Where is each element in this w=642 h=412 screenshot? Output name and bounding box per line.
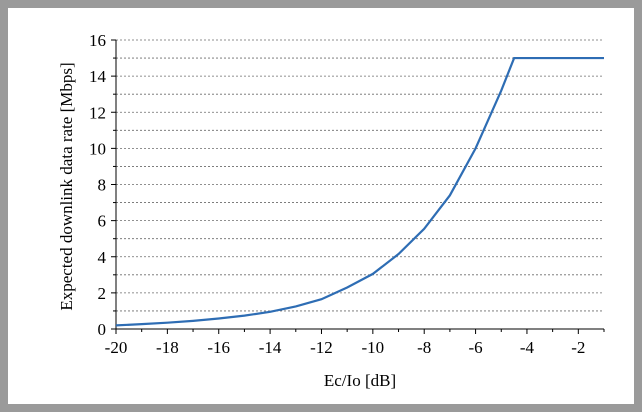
- x-tick-label: -20: [105, 338, 128, 357]
- x-tick-label: -12: [310, 338, 333, 357]
- x-tick-label: -18: [156, 338, 179, 357]
- x-tick-labels: -20 -18 -16 -14 -12 -10 -8 -6 -4 -2: [105, 338, 586, 357]
- y-tick-label: 14: [89, 67, 107, 86]
- series-line: [115, 56, 604, 327]
- y-tick-label: 10: [89, 139, 106, 158]
- y-tick-label: 6: [98, 212, 107, 231]
- x-tick-label: -8: [417, 338, 431, 357]
- y-tick-label: 16: [89, 31, 106, 50]
- x-tick-label: -4: [520, 338, 535, 357]
- x-tick-label: -14: [259, 338, 282, 357]
- x-tick-label: -2: [571, 338, 585, 357]
- y-tick-label: 12: [89, 103, 106, 122]
- y-tick-label: 4: [98, 248, 107, 267]
- axes: [111, 39, 605, 334]
- y-tick-label: 2: [98, 284, 107, 303]
- x-tick-label: -10: [362, 338, 385, 357]
- y-axis-label: Expected downlink data rate [Mbps]: [57, 62, 76, 310]
- x-tick-label: -16: [207, 338, 230, 357]
- y-tick-label: 8: [98, 176, 107, 195]
- x-tick-label: -6: [468, 338, 482, 357]
- y-tick-labels: 0 2 4 6 8 10 12 14 16: [89, 31, 107, 339]
- x-axis-label: Ec/Io [dB]: [324, 371, 396, 390]
- y-tick-label: 0: [98, 320, 107, 339]
- gridlines: [116, 39, 604, 312]
